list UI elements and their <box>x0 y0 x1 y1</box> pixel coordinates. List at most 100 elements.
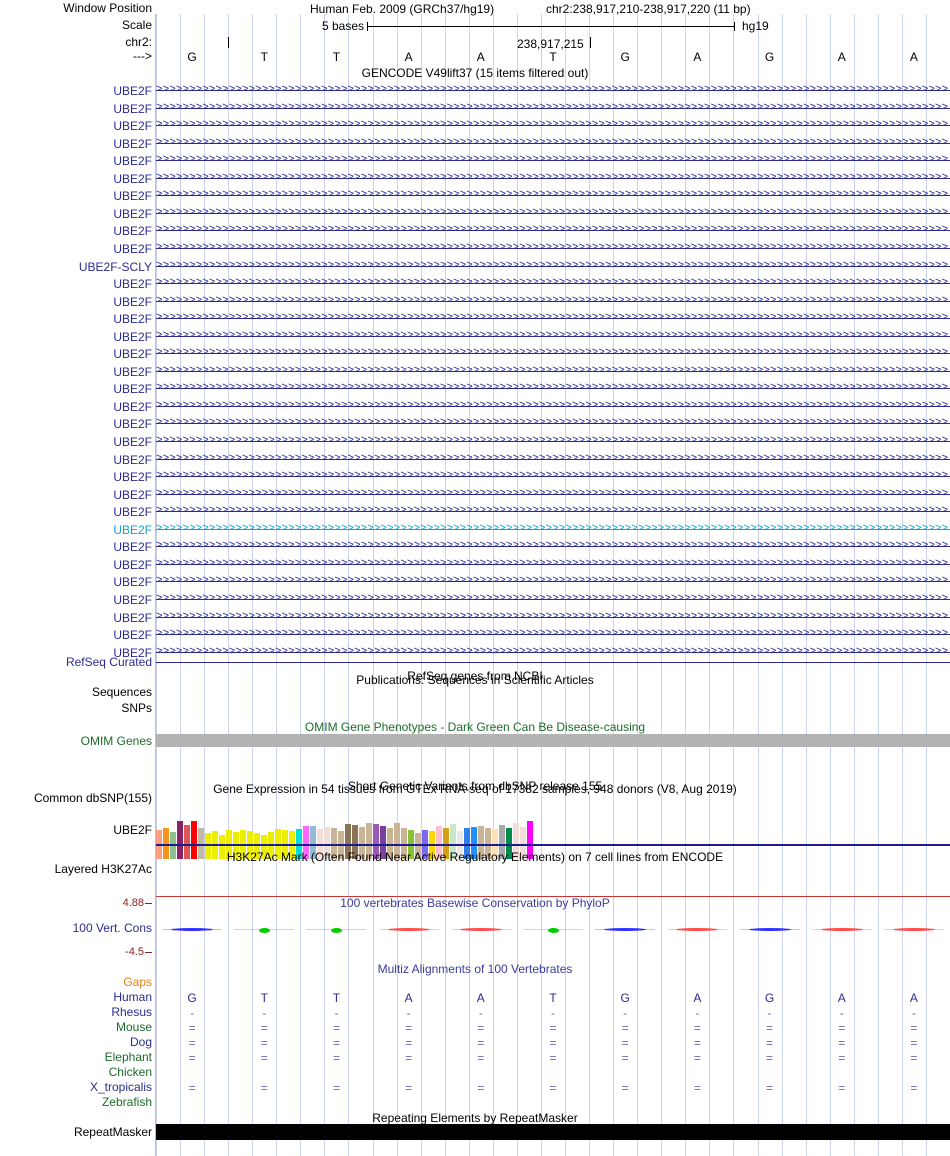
refseq-gene-line[interactable] <box>156 662 950 663</box>
gtex-tissue-bar[interactable] <box>464 827 470 859</box>
gene-row-arrows[interactable]: >>>>>>>>>>>>>>>>>>>>>>>>>>>>>>>>>>>>>>>>… <box>156 400 950 413</box>
gene-row-arrows[interactable]: >>>>>>>>>>>>>>>>>>>>>>>>>>>>>>>>>>>>>>>>… <box>156 189 950 202</box>
vert-cons-label[interactable]: 100 Vert. Cons <box>72 921 152 935</box>
gene-row-label[interactable]: UBE2F <box>113 505 152 520</box>
gtex-tissue-bar[interactable] <box>261 835 267 859</box>
gtex-tissue-bar[interactable] <box>520 826 526 859</box>
gtex-tissue-bar[interactable] <box>499 824 505 859</box>
common-dbsnp-row[interactable]: Common dbSNP(155) <box>0 792 950 806</box>
gene-row-arrows[interactable]: >>>>>>>>>>>>>>>>>>>>>>>>>>>>>>>>>>>>>>>>… <box>156 102 950 115</box>
gene-row-label[interactable]: UBE2F <box>113 557 152 572</box>
species-label[interactable]: Zebrafish <box>101 1095 152 1109</box>
gene-row-label[interactable]: UBE2F <box>113 435 152 449</box>
species-label[interactable]: Gaps <box>123 975 152 989</box>
conservation-row[interactable]: 4.88 100 Vert. Cons -4.5 <box>0 897 950 958</box>
gene-row-label[interactable]: UBE2F <box>113 592 152 607</box>
gene-row-label[interactable]: UBE2F <box>113 417 152 432</box>
species-alignment-row[interactable]: = = = = = = = = = = = <box>156 1081 950 1096</box>
gtex-tissue-bar[interactable] <box>184 824 190 859</box>
gtex-tissue-bar[interactable] <box>387 828 393 859</box>
gtex-tissue-bar[interactable] <box>345 823 351 859</box>
gene-row-arrows[interactable]: >>>>>>>>>>>>>>>>>>>>>>>>>>>>>>>>>>>>>>>>… <box>156 242 950 255</box>
gene-row-label[interactable]: UBE2F <box>113 347 152 362</box>
layered-h3k27ac-row[interactable]: Layered H3K27Ac <box>0 863 950 877</box>
gtex-tissue-bar[interactable] <box>324 826 330 859</box>
gtex-tissue-bar[interactable] <box>254 833 260 859</box>
conservation-mark[interactable] <box>330 928 342 933</box>
gene-row-arrows[interactable]: >>>>>>>>>>>>>>>>>>>>>>>>>>>>>>>>>>>>>>>>… <box>156 540 950 553</box>
gene-row-label[interactable]: UBE2F <box>113 136 152 151</box>
gene-row-label[interactable]: UBE2F <box>113 294 152 309</box>
species-alignment-row[interactable]: = = = = = = = = = = = <box>156 1036 950 1051</box>
conservation-mark[interactable] <box>387 928 430 931</box>
gtex-tissue-bar[interactable] <box>506 828 512 859</box>
gene-row-label[interactable]: UBE2F-SCLY <box>78 259 152 274</box>
species-label[interactable]: Human <box>113 990 152 1004</box>
species-label[interactable]: X_tropicalis <box>89 1080 152 1094</box>
conservation-marks[interactable] <box>156 897 950 957</box>
gene-row-label[interactable]: UBE2F <box>113 119 152 134</box>
gene-row-arrows[interactable]: >>>>>>>>>>>>>>>>>>>>>>>>>>>>>>>>>>>>>>>>… <box>156 628 950 641</box>
gtex-tissue-bar[interactable] <box>513 822 519 859</box>
gtex-tissue-bar[interactable] <box>198 828 204 859</box>
gene-row-label[interactable]: UBE2F <box>113 224 152 239</box>
gtex-tissue-bar[interactable] <box>219 835 225 859</box>
gtex-tissue-bar[interactable] <box>478 825 484 859</box>
gene-row-arrows[interactable]: >>>>>>>>>>>>>>>>>>>>>>>>>>>>>>>>>>>>>>>>… <box>156 470 950 483</box>
gene-row-arrows[interactable]: >>>>>>>>>>>>>>>>>>>>>>>>>>>>>>>>>>>>>>>>… <box>156 172 950 185</box>
snps-row[interactable]: SNPs <box>0 702 950 716</box>
gene-row-arrows[interactable]: >>>>>>>>>>>>>>>>>>>>>>>>>>>>>>>>>>>>>>>>… <box>156 593 950 606</box>
gene-row-arrows[interactable]: >>>>>>>>>>>>>>>>>>>>>>>>>>>>>>>>>>>>>>>>… <box>156 558 950 571</box>
species-label[interactable]: Chicken <box>108 1065 152 1079</box>
conservation-mark[interactable] <box>547 928 559 933</box>
gene-row-arrows[interactable]: >>>>>>>>>>>>>>>>>>>>>>>>>>>>>>>>>>>>>>>>… <box>156 488 950 501</box>
conservation-mark[interactable] <box>604 928 647 931</box>
gene-row-label[interactable]: UBE2F <box>113 329 152 344</box>
gtex-tissue-bar[interactable] <box>450 823 456 859</box>
gtex-tissue-bar[interactable] <box>352 824 358 859</box>
refseq-curated-row[interactable]: RefSeq Curated <box>0 656 950 670</box>
gene-row-arrows[interactable]: >>>>>>>>>>>>>>>>>>>>>>>>>>>>>>>>>>>>>>>>… <box>156 137 950 150</box>
conservation-mark[interactable] <box>676 928 719 931</box>
gene-row-label[interactable]: UBE2F <box>113 522 152 537</box>
gene-row-label[interactable]: UBE2F <box>113 206 152 221</box>
species-label[interactable]: Rhesus <box>111 1005 152 1019</box>
gene-row-arrows[interactable]: >>>>>>>>>>>>>>>>>>>>>>>>>>>>>>>>>>>>>>>>… <box>156 523 950 536</box>
species-label[interactable]: Mouse <box>115 1020 152 1034</box>
gtex-tissue-bar[interactable] <box>310 825 316 859</box>
gene-row-label[interactable]: UBE2F <box>113 452 152 467</box>
gene-row-arrows[interactable]: >>>>>>>>>>>>>>>>>>>>>>>>>>>>>>>>>>>>>>>>… <box>156 646 950 659</box>
gtex-tissue-bar[interactable] <box>303 825 309 859</box>
gtex-tissue-bar[interactable] <box>366 822 372 859</box>
gene-row-label[interactable]: UBE2F <box>113 382 152 397</box>
omim-gene-bar[interactable] <box>156 734 950 747</box>
gtex-tissue-bar[interactable] <box>191 820 197 859</box>
gtex-tissue-bar[interactable] <box>359 826 365 859</box>
gene-row-arrows[interactable]: >>>>>>>>>>>>>>>>>>>>>>>>>>>>>>>>>>>>>>>>… <box>156 119 950 132</box>
refseq-curated-label[interactable]: RefSeq Curated <box>65 655 152 669</box>
species-alignment-row[interactable]: = = = = = = = = = = = <box>156 1051 950 1066</box>
conservation-mark[interactable] <box>258 928 270 933</box>
gene-row-label[interactable]: UBE2F <box>113 399 152 414</box>
sequences-label[interactable]: Sequences <box>91 685 152 699</box>
gene-row-arrows[interactable]: >>>>>>>>>>>>>>>>>>>>>>>>>>>>>>>>>>>>>>>>… <box>156 295 950 308</box>
conservation-mark[interactable] <box>459 928 502 931</box>
gene-row-arrows[interactable]: >>>>>>>>>>>>>>>>>>>>>>>>>>>>>>>>>>>>>>>>… <box>156 84 950 97</box>
conservation-mark[interactable] <box>820 928 863 931</box>
species-alignment-row[interactable]: ----------- <box>156 1006 950 1021</box>
gene-row-arrows[interactable]: >>>>>>>>>>>>>>>>>>>>>>>>>>>>>>>>>>>>>>>>… <box>156 382 950 395</box>
repeatmasker-row[interactable]: RepeatMasker <box>0 1124 950 1141</box>
gtex-tissue-bar[interactable] <box>177 820 183 859</box>
gtex-tissue-bar[interactable] <box>331 827 337 859</box>
gtex-tissue-bar[interactable] <box>415 833 421 859</box>
gtex-tissue-bar[interactable] <box>380 825 386 859</box>
gene-row-label[interactable]: UBE2F <box>113 312 152 327</box>
conservation-mark[interactable] <box>748 928 791 931</box>
gene-row-label[interactable]: UBE2F <box>113 101 152 116</box>
sequences-row[interactable]: Sequences <box>0 686 950 700</box>
gene-row-label[interactable]: UBE2F <box>113 364 152 379</box>
gene-row-label[interactable]: UBE2F <box>113 470 152 485</box>
gene-row-label[interactable]: UBE2F <box>113 575 152 590</box>
gene-row-label[interactable]: UBE2F <box>113 84 152 98</box>
